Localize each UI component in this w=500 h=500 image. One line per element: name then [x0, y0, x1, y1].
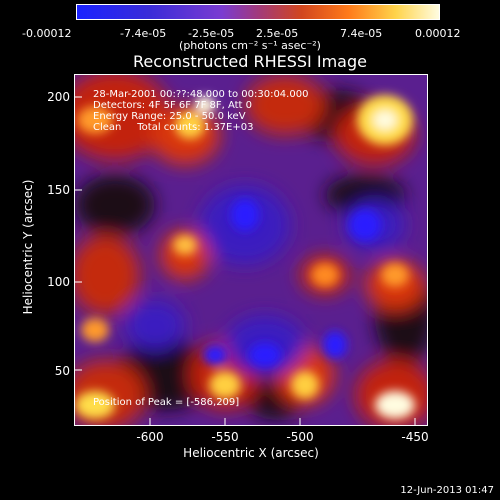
peak-position: Position of Peak = [-586,209]: [93, 397, 240, 408]
reconstructed-map: [75, 75, 427, 425]
colorbar-tick: -7.4e-05: [120, 27, 167, 40]
colorbar-tick: 2.5e-05: [256, 27, 299, 40]
colorbar-tick: 7.4e-05: [340, 27, 383, 40]
emission-layer: [75, 75, 427, 425]
x-tick-label: -600: [136, 430, 164, 444]
colorbar-tick: 0.00012: [415, 27, 461, 40]
x-tick-label: -450: [401, 430, 429, 444]
x-tick-label: -500: [286, 430, 314, 444]
y-tick-label: 200: [47, 90, 70, 104]
image-title: Reconstructed RHESSI Image: [133, 52, 367, 71]
colorbar-units: (photons cm⁻² s⁻¹ asec⁻²): [179, 39, 321, 52]
colorbar: [76, 4, 440, 20]
info-energy-range: Energy Range: 25.0 - 50.0 keV: [93, 111, 246, 122]
image-frame: 28-Mar-2001 00:??:48.000 to 00:30:04.000…: [74, 74, 428, 426]
info-detectors: Detectors: 4F 5F 6F 7F 8F, Att 0: [93, 100, 253, 111]
info-counts: Clean Total counts: 1.37E+03: [93, 122, 254, 133]
y-tick-label: 50: [54, 364, 70, 378]
y-tick-label: 150: [47, 183, 70, 197]
y-tick-label: 100: [47, 275, 70, 289]
colorbar-tick: -2.5e-05: [188, 27, 235, 40]
x-axis-label: Heliocentric X (arcsec): [183, 446, 319, 460]
colorbar-tick: -0.00012: [22, 27, 72, 40]
y-axis-label: Heliocentric Y (arcsec): [21, 179, 35, 315]
info-time-range: 28-Mar-2001 00:??:48.000 to 00:30:04.000: [93, 89, 309, 100]
x-tick-label: -550: [211, 430, 239, 444]
timestamp: 12-Jun-2013 01:47: [400, 485, 494, 496]
